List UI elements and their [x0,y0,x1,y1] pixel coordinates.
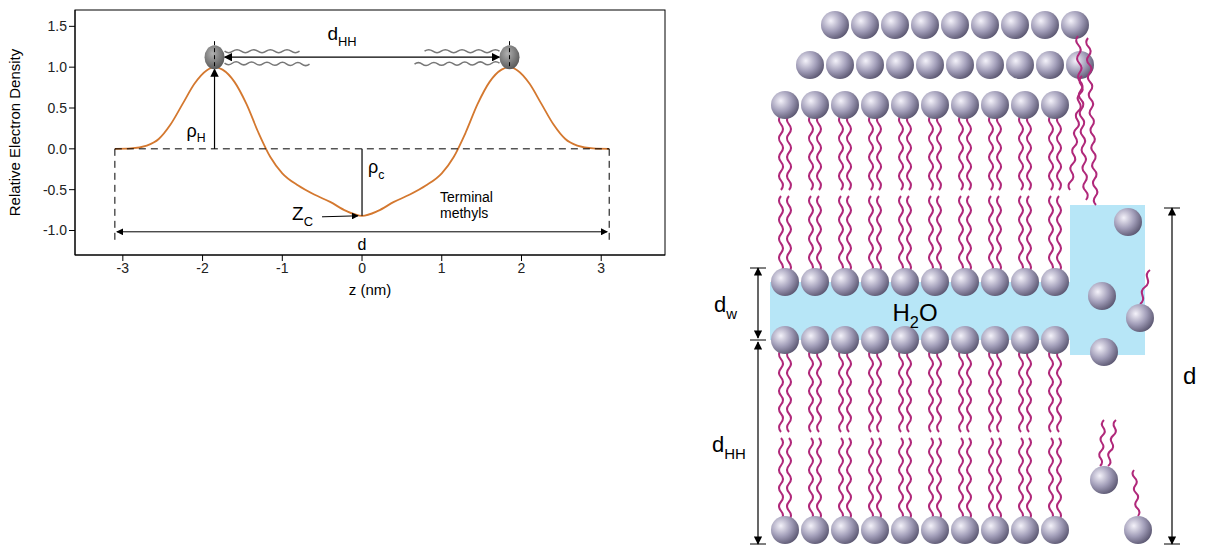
svg-text:0.5: 0.5 [48,100,68,116]
svg-text:1.5: 1.5 [48,18,68,34]
svg-text:H2O: H2O [892,299,937,331]
svg-text:3: 3 [597,260,605,276]
svg-text:d: d [1183,362,1196,389]
svg-text:1.0: 1.0 [48,59,68,75]
svg-text:z (nm): z (nm) [349,281,392,298]
svg-text:ρH: ρH [187,121,206,145]
svg-text:-2: -2 [196,260,209,276]
svg-text:0: 0 [358,260,366,276]
svg-text:-0.5: -0.5 [43,182,67,198]
svg-text:dHH: dHH [712,432,746,462]
svg-text:d: d [358,236,367,253]
svg-text:Terminal: Terminal [440,189,493,205]
svg-text:ZC: ZC [292,203,313,229]
svg-text:0.0: 0.0 [48,141,68,157]
svg-text:methyls: methyls [440,205,488,221]
svg-text:-3: -3 [117,260,130,276]
svg-text:Relative Electron Density: Relative Electron Density [6,48,23,216]
svg-text:2: 2 [518,260,526,276]
svg-text:dHH: dHH [327,23,356,49]
svg-text:-1.0: -1.0 [43,222,67,238]
svg-text:ρc: ρc [368,157,384,181]
svg-text:1: 1 [438,260,446,276]
svg-text:dw: dw [714,292,737,322]
svg-text:-1: -1 [276,260,289,276]
